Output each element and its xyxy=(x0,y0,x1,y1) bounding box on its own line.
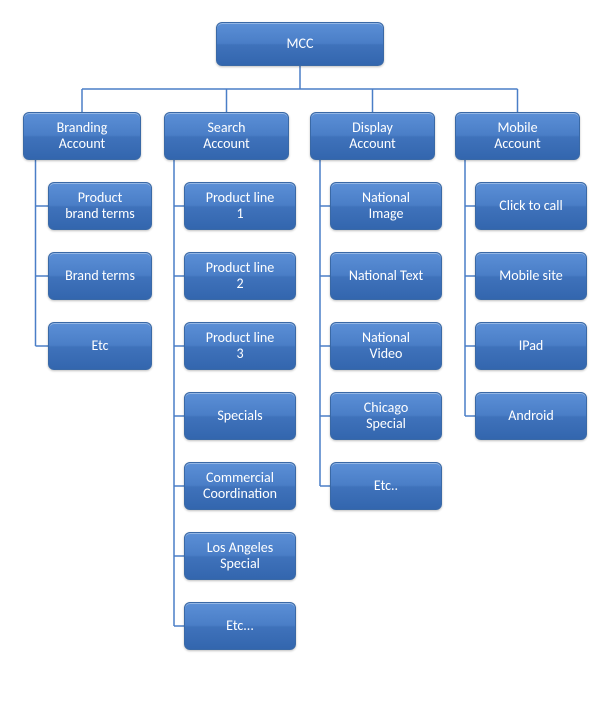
item-search-0: Product line 1 xyxy=(184,182,296,230)
item-search-2-label: Product line 3 xyxy=(206,330,275,362)
item-mobile-2-label: IPad xyxy=(519,338,544,354)
item-branding-1-label: Brand terms xyxy=(65,268,135,284)
item-display-0-label: National Image xyxy=(362,190,410,222)
item-search-1-label: Product line 2 xyxy=(206,260,275,292)
item-branding-0: Product brand terms xyxy=(48,182,152,230)
item-display-2: National Video xyxy=(330,322,442,370)
header-search: Search Account xyxy=(164,112,289,160)
item-mobile-3: Android xyxy=(475,392,587,440)
item-display-1-label: National Text xyxy=(349,268,423,284)
item-display-3-label: Chicago Special xyxy=(364,400,408,432)
item-search-3-label: Specials xyxy=(217,408,262,424)
item-search-6: Etc... xyxy=(184,602,296,650)
item-mobile-2: IPad xyxy=(475,322,587,370)
item-search-1: Product line 2 xyxy=(184,252,296,300)
root-node: MCC xyxy=(216,22,384,66)
item-search-5: Los Angeles Special xyxy=(184,532,296,580)
item-branding-0-label: Product brand terms xyxy=(65,190,135,222)
item-mobile-3-label: Android xyxy=(508,408,553,424)
item-branding-1: Brand terms xyxy=(48,252,152,300)
header-mobile-label: Mobile Account xyxy=(494,120,540,152)
item-display-3: Chicago Special xyxy=(330,392,442,440)
item-branding-2: Etc xyxy=(48,322,152,370)
item-search-0-label: Product line 1 xyxy=(206,190,275,222)
item-search-6-label: Etc... xyxy=(226,618,254,634)
item-search-5-label: Los Angeles Special xyxy=(207,540,273,572)
item-search-4: Commercial Coordination xyxy=(184,462,296,510)
item-search-4-label: Commercial Coordination xyxy=(203,470,277,502)
header-display-label: Display Account xyxy=(349,120,395,152)
item-display-0: National Image xyxy=(330,182,442,230)
header-mobile: Mobile Account xyxy=(455,112,580,160)
item-display-4: Etc.. xyxy=(330,462,442,510)
header-display: Display Account xyxy=(310,112,435,160)
item-display-4-label: Etc.. xyxy=(374,478,398,494)
item-search-2: Product line 3 xyxy=(184,322,296,370)
item-display-1: National Text xyxy=(330,252,442,300)
item-mobile-1-label: Mobile site xyxy=(499,268,562,284)
header-branding: Branding Account xyxy=(23,112,141,160)
item-display-2-label: National Video xyxy=(362,330,410,362)
header-search-label: Search Account xyxy=(203,120,249,152)
item-mobile-0-label: Click to call xyxy=(499,198,562,214)
item-branding-2-label: Etc xyxy=(91,338,108,354)
root-node-label: MCC xyxy=(287,36,314,52)
org-chart-canvas: MCC Branding Account Product brand terms Br… xyxy=(0,0,600,705)
item-mobile-1: Mobile site xyxy=(475,252,587,300)
header-branding-label: Branding Account xyxy=(57,120,108,152)
item-mobile-0: Click to call xyxy=(475,182,587,230)
item-search-3: Specials xyxy=(184,392,296,440)
